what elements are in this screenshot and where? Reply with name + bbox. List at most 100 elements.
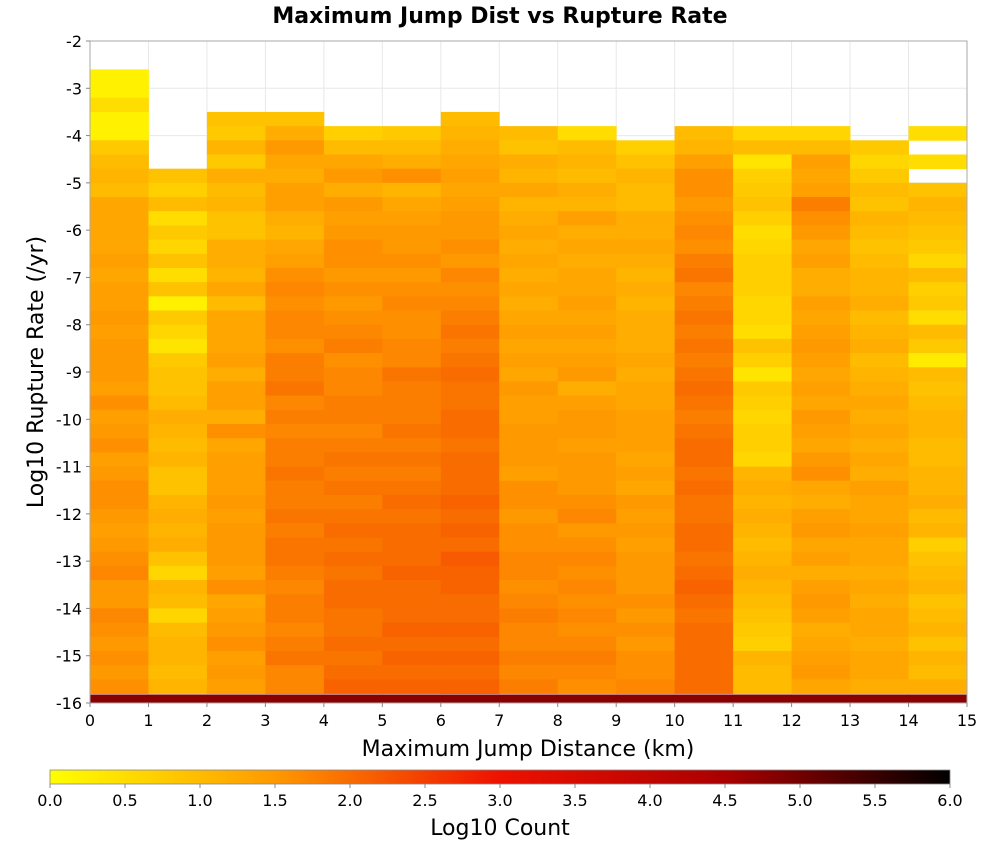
x-tick-label: 6	[436, 711, 446, 730]
heatmap-cell	[499, 438, 559, 453]
heatmap-cell	[616, 523, 676, 538]
heatmap-cell-bottom-row	[90, 694, 967, 703]
heatmap-cell	[733, 438, 792, 453]
heatmap-cell	[674, 466, 734, 482]
heatmap-cell	[791, 580, 851, 595]
heatmap-cell	[440, 480, 500, 496]
heatmap-cell	[323, 409, 383, 425]
heatmap-cell	[440, 211, 500, 226]
heatmap-cell	[148, 650, 208, 666]
heatmap-cell	[499, 239, 559, 255]
heatmap-cell	[382, 381, 442, 397]
heatmap-cell	[850, 296, 909, 311]
heatmap-cell	[908, 211, 968, 226]
heatmap-cell	[440, 395, 500, 411]
heatmap-cell	[382, 438, 442, 453]
heatmap-cell	[733, 523, 792, 538]
heatmap-cell	[908, 580, 968, 595]
heatmap-cell	[616, 381, 676, 397]
x-tick-label: 2	[202, 711, 212, 730]
chart-title: Maximum Jump Dist vs Rupture Rate	[272, 4, 727, 29]
heatmap-cell	[616, 197, 676, 212]
heatmap-cell	[850, 452, 909, 467]
heatmap-cell	[499, 282, 559, 297]
heatmap-cell	[791, 296, 851, 311]
heatmap-cell	[557, 565, 617, 581]
heatmap-cell	[382, 452, 442, 467]
heatmap-cell	[733, 480, 792, 496]
heatmap-cell	[90, 452, 149, 467]
heatmap-cell	[850, 494, 909, 510]
heatmap-cell	[908, 310, 968, 326]
heatmap-cell	[557, 282, 617, 297]
heatmap-cell	[206, 551, 266, 567]
heatmap-cell	[323, 537, 383, 553]
heatmap-cell	[499, 253, 559, 269]
colorbar-tick-label: 1.5	[262, 791, 287, 810]
heatmap-cell	[206, 111, 266, 127]
heatmap-cell	[90, 679, 149, 694]
colorbar-tick-label: 2.0	[337, 791, 362, 810]
heatmap-cell	[850, 409, 909, 425]
heatmap-cell	[616, 466, 676, 482]
heatmap-cell	[733, 565, 792, 581]
heatmap-cell	[674, 452, 734, 467]
heatmap-cell	[148, 395, 208, 411]
heatmap-cell	[323, 367, 383, 382]
heatmap-cell	[148, 452, 208, 467]
heatmap-cell	[206, 211, 266, 226]
heatmap-cell	[440, 537, 500, 553]
heatmap-cell	[440, 154, 500, 170]
heatmap-cell	[791, 367, 851, 382]
heatmap-cell	[90, 239, 149, 255]
heatmap-cell	[90, 296, 149, 311]
heatmap-cell	[733, 182, 792, 198]
heatmap-cell	[90, 494, 149, 510]
heatmap-cell	[265, 282, 325, 297]
heatmap-cell	[90, 438, 149, 453]
heatmap-cell	[791, 353, 851, 368]
heatmap-cell	[206, 608, 266, 624]
heatmap-cell	[90, 381, 149, 397]
heatmap-cell	[265, 140, 325, 155]
heatmap-cell	[791, 494, 851, 510]
heatmap-cell	[148, 353, 208, 368]
heatmap-cell	[908, 267, 968, 283]
heatmap-cell	[557, 381, 617, 397]
heatmap-cell	[148, 253, 208, 269]
y-tick-label: -4	[66, 127, 82, 146]
heatmap-cell	[733, 650, 792, 666]
heatmap-cell	[440, 282, 500, 297]
heatmap-cell	[148, 494, 208, 510]
heatmap-cell	[557, 353, 617, 368]
heatmap-cell	[499, 168, 559, 184]
heatmap-cell	[674, 523, 734, 538]
heatmap-cell	[616, 438, 676, 453]
heatmap-cell	[265, 409, 325, 425]
heatmap-cell	[791, 282, 851, 297]
heatmap-cell	[90, 182, 149, 198]
heatmap-cell	[148, 551, 208, 567]
heatmap-cell	[206, 424, 266, 439]
heatmap-cell	[557, 182, 617, 198]
heatmap-cell	[616, 324, 676, 340]
heatmap-cell	[440, 239, 500, 255]
heatmap-cell	[323, 211, 383, 226]
heatmap-cell	[206, 324, 266, 340]
heatmap-cell	[674, 608, 734, 624]
heatmap-cell	[323, 324, 383, 340]
heatmap-cell	[440, 679, 500, 694]
heatmap-cell	[90, 409, 149, 425]
heatmap-cell	[382, 126, 442, 141]
heatmap-cell	[206, 140, 266, 155]
heatmap-cell	[791, 409, 851, 425]
heatmap-cell	[148, 665, 208, 680]
heatmap-cell	[265, 679, 325, 694]
heatmap-cell	[791, 537, 851, 553]
heatmap-cell	[499, 296, 559, 311]
heatmap-cell	[850, 466, 909, 482]
heatmap-cell	[323, 197, 383, 212]
heatmap-cell	[265, 239, 325, 255]
heatmap-cell	[265, 267, 325, 283]
heatmap-cell	[323, 225, 383, 240]
